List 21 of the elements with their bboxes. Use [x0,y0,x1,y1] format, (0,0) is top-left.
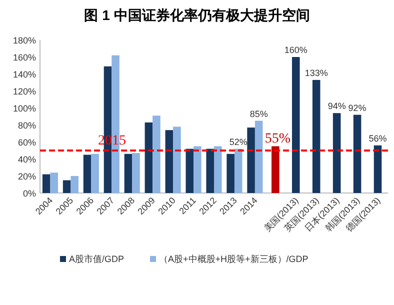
y-tick-label: 180% [12,36,36,46]
y-tick-label: 100% [12,104,36,114]
y-tick-label: 60% [18,138,36,148]
y-tick-label: 40% [18,154,36,164]
data-label: 85% [250,108,268,119]
data-label: 52% [229,136,248,147]
y-tick-label: 20% [18,172,36,182]
data-label: 94% [328,101,346,112]
data-label: 133% [304,68,328,78]
y-tick-label: 0% [22,188,36,198]
legend-label: （A股+中概股+H股等+新三板）/GDP [159,254,308,264]
y-tick-label: 80% [18,120,36,130]
data-label: 55% [264,131,291,146]
y-tick-label: 160% [12,52,36,62]
title: 图 1 中国证券化率仍有极大提升空间 [84,7,310,23]
legend-label: A股市值/GDP [69,254,124,264]
data-label: 160% [284,45,308,55]
y-tick-label: 140% [12,70,36,80]
data-label: 92% [348,102,366,113]
data-label: 56% [368,133,387,144]
y-tick-label: 120% [12,86,36,96]
